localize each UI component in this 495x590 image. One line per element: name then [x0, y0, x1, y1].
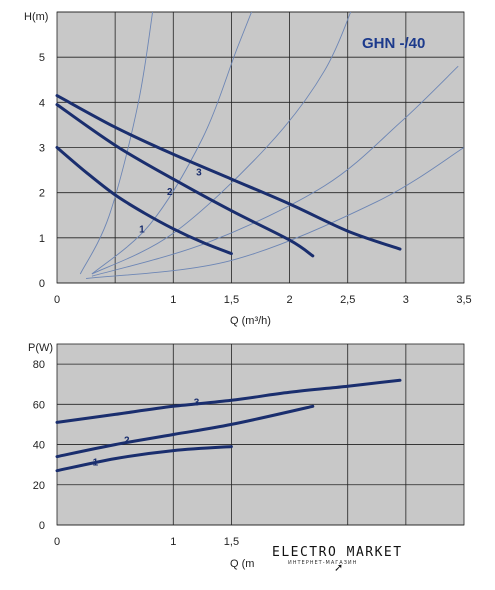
cursor-icon: ➚ — [334, 562, 344, 574]
store-watermark: ELECTRO MARKET ИНТЕРНЕТ-МАГАЗИН ➚ — [258, 527, 408, 577]
chart-title: GHN -/40 — [362, 35, 425, 52]
head-y-tick: 3 — [39, 143, 45, 155]
head-x-tick: 3 — [403, 294, 409, 306]
power-plot-area — [57, 344, 464, 525]
head-x-tick: 1 — [170, 294, 176, 306]
power-x-tick: 1 — [170, 536, 176, 548]
system-curve — [91, 65, 459, 277]
head-y-tick: 0 — [39, 278, 45, 290]
power-y-tick: 0 — [39, 520, 45, 532]
head-x-tick: 2,5 — [340, 294, 355, 306]
power-curve-label-1: 1 — [93, 458, 99, 469]
head-x-tick: 0 — [54, 294, 60, 306]
head-curve-label-3: 3 — [196, 168, 202, 179]
system-curve — [86, 147, 464, 279]
head-x-label: Q (m³/h) — [230, 315, 271, 327]
head-x-tick: 3,5 — [456, 294, 471, 306]
system-curve — [91, 12, 252, 275]
power-curves: 1 2 3 — [55, 378, 402, 473]
head-curve-1 — [55, 146, 233, 256]
head-ticks: 0 1 1,5 2 2,5 3 3,5 0 1 2 3 4 5 — [39, 52, 472, 306]
power-y-tick: 80 — [33, 359, 45, 371]
system-curve — [91, 12, 352, 275]
power-y-tick: 40 — [33, 440, 45, 452]
head-y-tick: 5 — [39, 52, 45, 64]
power-curve-label-2: 2 — [124, 436, 130, 447]
head-y-label: H(m) — [24, 11, 48, 23]
head-grid — [56, 11, 465, 284]
power-x-tick: 0 — [54, 536, 60, 548]
watermark-brand: ELECTRO MARKET — [272, 545, 403, 560]
power-ticks: 0 1 1,5 0 20 40 60 80 — [33, 359, 239, 548]
power-y-label: P(W) — [28, 342, 53, 354]
system-curve — [79, 12, 153, 275]
head-x-tick: 1,5 — [224, 294, 239, 306]
power-grid — [56, 343, 465, 526]
power-chart: 1 2 3 0 1 1,5 0 20 40 60 80 P(W) Q (m — [28, 342, 465, 570]
head-chart: 1 2 3 0 1 1,5 2 2,5 3 3,5 0 1 2 3 4 5 H(m) Q (m³/h) GH… — [24, 11, 472, 327]
head-y-tick: 2 — [39, 188, 45, 200]
power-y-tick: 60 — [33, 399, 45, 411]
power-x-label: Q (m — [230, 558, 254, 570]
head-curve-label-2: 2 — [167, 187, 173, 198]
power-curve-1 — [55, 445, 233, 473]
power-x-tick: 1,5 — [224, 536, 239, 548]
head-curve-3 — [55, 94, 402, 251]
head-y-tick: 4 — [39, 97, 45, 109]
power-curve-3 — [55, 378, 402, 424]
head-curve-label-1: 1 — [139, 224, 145, 235]
head-curves: 1 2 3 — [55, 94, 402, 258]
watermark-tagline: ИНТЕРНЕТ-МАГАЗИН — [288, 560, 358, 566]
power-curve-2 — [55, 404, 315, 459]
head-curve-2 — [55, 103, 315, 258]
system-curves — [79, 12, 464, 279]
power-curve-label-3: 3 — [194, 397, 200, 408]
head-y-tick: 1 — [39, 233, 45, 245]
power-y-tick: 20 — [33, 480, 45, 492]
head-x-tick: 2 — [287, 294, 293, 306]
